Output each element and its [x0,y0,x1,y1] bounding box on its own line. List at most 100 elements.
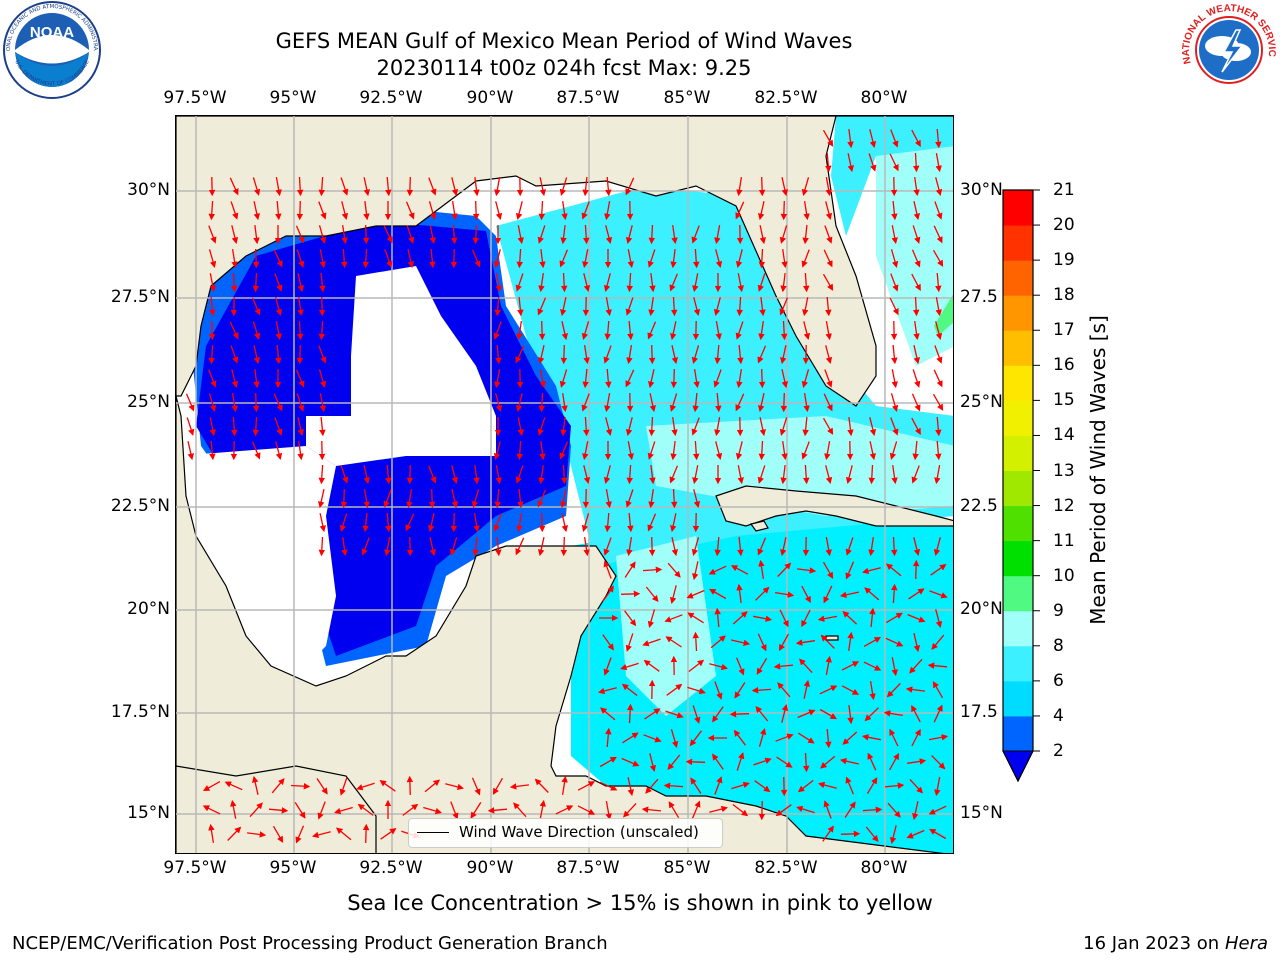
wind-wave-arrow [825,201,833,220]
wind-wave-arrow [625,225,633,244]
wind-wave-arrow [907,613,926,623]
wind-wave-arrow [319,393,326,413]
wind-wave-arrow [560,417,567,437]
wind-wave-arrow [737,273,744,293]
colorbar-label: Mean Period of Wind Waves [s] [1086,315,1110,625]
wind-wave-arrow [515,201,523,220]
wind-wave-arrow [515,393,523,412]
wind-wave-arrow [780,273,787,293]
colorbar-segment [1003,400,1033,436]
wind-wave-arrow [494,296,501,317]
wind-wave-arrow [604,320,611,341]
wind-wave-arrow [249,802,263,818]
wind-wave-arrow [708,565,727,575]
nws-logo: NATIONAL WEATHER SERVICE [1175,0,1280,100]
lat-label-left: 15°N [127,803,170,823]
wind-wave-arrow [209,296,216,317]
wind-wave-arrow [885,612,903,624]
wind-wave-arrow [869,129,877,148]
wind-wave-arrow [472,536,479,557]
wind-wave-arrow [625,177,635,196]
wind-wave-arrow [252,177,261,196]
map-subtitle: 20230114 t00z 024h fcst Max: 9.25 [376,56,752,80]
wind-wave-arrow [251,297,261,316]
colorbar-segment [1003,435,1033,471]
wind-wave-arrow [297,417,305,437]
colorbar-tick-label: 21 [1053,180,1075,200]
lon-label-top: 90°W [466,88,514,108]
wind-wave-arrow [451,177,459,196]
lon-label-top: 97.5°W [163,88,227,108]
wind-wave-arrow [755,586,770,601]
wind-wave-arrow [560,225,567,245]
field-nodata-sw2 [236,546,336,656]
wind-wave-arrow [693,440,700,461]
wind-wave-arrow [801,441,810,460]
wind-wave-arrow [861,734,881,741]
wind-wave-arrow [495,536,502,557]
map-title: GEFS MEAN Gulf of Mexico Mean Period of … [275,29,853,53]
wind-wave-arrow [209,440,216,461]
wind-wave-arrow [362,248,370,269]
wind-wave-arrow [671,417,678,437]
wind-wave-arrow [886,683,901,698]
wind-wave-arrow [687,612,704,624]
wind-wave-arrow [780,200,788,221]
wind-wave-arrow [714,681,723,700]
wind-wave-arrow [555,805,574,815]
wind-wave-arrow [627,777,634,797]
map-panel [175,115,954,854]
wind-wave-arrow [341,537,348,557]
wind-wave-arrow [913,537,921,556]
wind-wave-arrow [912,559,920,580]
wind-wave-arrow [671,225,678,245]
wind-wave-arrow [538,200,546,221]
wind-wave-arrow [649,273,656,293]
wind-wave-arrow [648,344,656,365]
wind-wave-arrow [363,488,370,509]
wind-wave-arrow [451,465,459,484]
wind-wave-arrow [356,782,375,791]
wind-wave-arrow [648,489,655,509]
wind-wave-arrow [427,513,435,533]
wind-wave-arrow [908,588,925,600]
wind-wave-arrow [669,273,679,292]
wind-wave-arrow [493,249,501,268]
colorbar-segment [1003,645,1033,682]
wind-wave-arrow [847,129,854,149]
wind-wave-arrow [649,465,656,485]
wind-wave-arrow [295,225,305,244]
field-cyan-atlantic [831,116,953,236]
wind-wave-arrow [713,369,722,388]
wind-wave-arrow [862,567,881,575]
wind-wave-arrow [912,440,919,461]
wind-wave-arrow [515,537,525,556]
wind-wave-arrow [560,536,568,557]
wind-wave-arrow [779,297,789,316]
wind-wave-arrow [494,368,501,389]
wind-wave-arrow [495,272,502,293]
wind-wave-arrow [275,176,282,197]
wind-wave-arrow [621,683,638,697]
colorbar-outline [1002,189,1034,783]
wind-wave-arrow [648,224,656,245]
colorbar-segment [1003,225,1033,261]
wind-wave-arrow [757,537,767,556]
wind-wave-arrow [757,633,767,652]
wind-wave-arrow [889,752,900,771]
wind-wave-arrow [801,249,810,268]
wind-wave-arrow [449,537,458,556]
colorbar-segment [1003,575,1033,612]
legend-text: Wind Wave Direction (unscaled) [459,823,699,841]
wind-wave-arrow [715,441,723,460]
wind-wave-arrow [825,345,833,364]
wind-wave-arrow [583,344,590,365]
wind-wave-arrow [649,393,656,413]
wind-wave-arrow [516,320,523,341]
wind-wave-arrow [754,780,771,793]
wind-wave-arrow [186,417,195,436]
wind-wave-arrow [732,611,748,625]
wind-wave-arrow [891,344,898,365]
wind-wave-arrow [626,272,633,293]
wind-wave-arrow [802,752,810,773]
